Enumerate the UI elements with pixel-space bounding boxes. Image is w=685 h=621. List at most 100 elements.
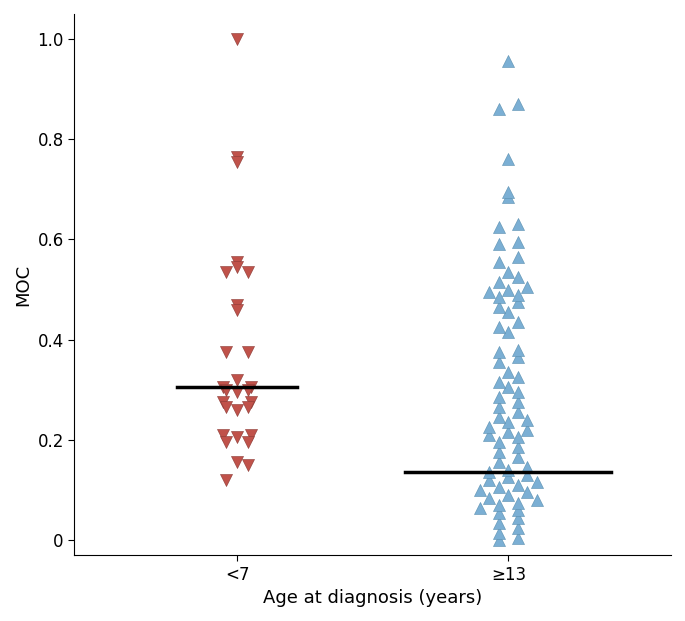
Point — [493, 448, 504, 458]
Point — [484, 287, 495, 297]
Point — [232, 299, 242, 309]
Point — [218, 397, 229, 407]
Point — [493, 458, 504, 468]
Point — [503, 284, 514, 294]
Point — [493, 302, 504, 312]
Point — [503, 417, 514, 427]
Point — [512, 432, 523, 442]
Point — [522, 425, 533, 435]
Point — [503, 327, 514, 337]
Point — [493, 222, 504, 232]
Point — [503, 490, 514, 500]
Point — [493, 483, 504, 492]
Point — [522, 463, 533, 473]
Point — [232, 152, 242, 161]
Point — [218, 430, 229, 440]
Point — [493, 535, 504, 545]
Point — [532, 495, 543, 505]
Point — [512, 252, 523, 262]
Point — [474, 485, 485, 495]
Point — [245, 383, 256, 392]
Point — [512, 480, 523, 490]
Point — [493, 357, 504, 367]
Point — [493, 347, 504, 357]
Point — [242, 267, 253, 277]
Point — [512, 442, 523, 452]
Point — [503, 427, 514, 437]
Point — [232, 34, 242, 44]
X-axis label: Age at diagnosis (years): Age at diagnosis (years) — [263, 589, 482, 607]
Point — [232, 388, 242, 397]
Point — [493, 292, 504, 302]
Point — [493, 104, 504, 114]
Point — [512, 372, 523, 382]
Point — [503, 383, 514, 392]
Point — [484, 492, 495, 502]
Point — [474, 502, 485, 512]
Point — [512, 289, 523, 299]
Point — [232, 405, 242, 415]
Point — [512, 237, 523, 247]
Point — [522, 282, 533, 292]
Point — [484, 475, 495, 485]
Point — [493, 528, 504, 538]
Point — [221, 475, 232, 485]
Point — [221, 347, 232, 357]
Point — [242, 460, 253, 470]
Point — [221, 402, 232, 412]
Point — [512, 317, 523, 327]
Point — [503, 267, 514, 277]
Point — [512, 407, 523, 417]
Point — [512, 497, 523, 507]
Point — [522, 470, 533, 480]
Point — [512, 523, 523, 533]
Point — [503, 57, 514, 66]
Y-axis label: MOC: MOC — [14, 263, 32, 306]
Point — [512, 397, 523, 407]
Point — [484, 468, 495, 478]
Point — [484, 422, 495, 432]
Point — [232, 374, 242, 384]
Point — [232, 156, 242, 166]
Point — [512, 99, 523, 109]
Point — [221, 437, 232, 447]
Point — [242, 347, 253, 357]
Point — [493, 378, 504, 388]
Point — [493, 257, 504, 267]
Point — [512, 505, 523, 515]
Point — [493, 412, 504, 422]
Point — [512, 512, 523, 522]
Point — [221, 385, 232, 395]
Point — [493, 500, 504, 510]
Point — [484, 430, 495, 440]
Point — [522, 487, 533, 497]
Point — [493, 517, 504, 527]
Point — [493, 392, 504, 402]
Point — [242, 402, 253, 412]
Point — [493, 277, 504, 287]
Point — [512, 388, 523, 397]
Point — [232, 305, 242, 315]
Point — [503, 307, 514, 317]
Point — [503, 187, 514, 197]
Point — [512, 219, 523, 229]
Point — [503, 473, 514, 483]
Point — [218, 383, 229, 392]
Point — [512, 345, 523, 355]
Point — [512, 272, 523, 282]
Point — [242, 437, 253, 447]
Point — [532, 478, 543, 487]
Point — [242, 385, 253, 395]
Point — [503, 154, 514, 164]
Point — [232, 257, 242, 267]
Point — [512, 297, 523, 307]
Point — [503, 367, 514, 377]
Point — [522, 415, 533, 425]
Point — [245, 430, 256, 440]
Point — [493, 402, 504, 412]
Point — [512, 352, 523, 362]
Point — [232, 432, 242, 442]
Point — [493, 240, 504, 250]
Point — [232, 458, 242, 468]
Point — [503, 465, 514, 475]
